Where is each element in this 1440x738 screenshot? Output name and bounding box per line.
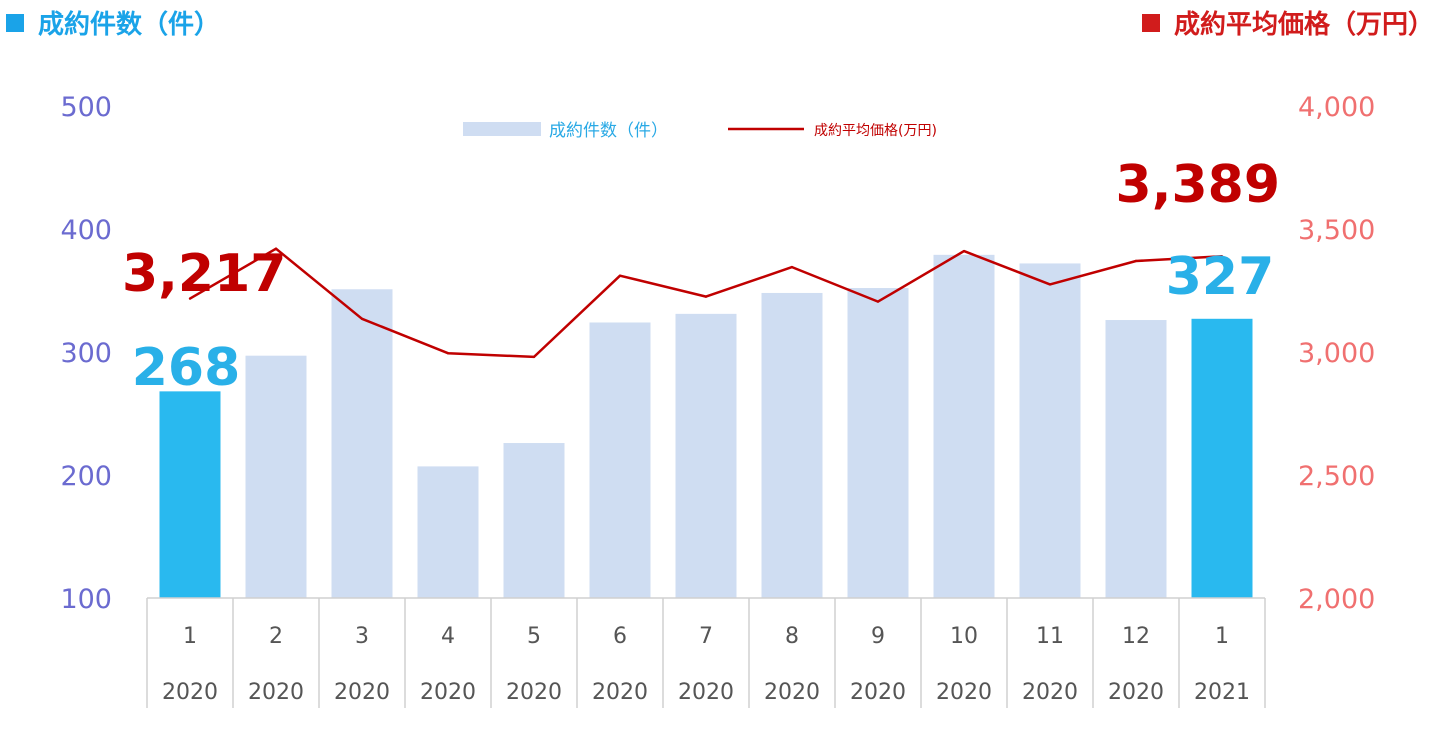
category-year-label: 2020 [506, 680, 562, 705]
category-month-label: 6 [613, 624, 627, 649]
right-axis-tick-label: 4,000 [1298, 92, 1375, 123]
legend-line-label: 成約平均価格(万円) [814, 123, 937, 139]
right-axis-tick-label: 3,500 [1298, 215, 1375, 246]
category-month-label: 12 [1122, 624, 1150, 649]
bar [933, 254, 995, 598]
left-axis-tick-label: 200 [60, 461, 112, 492]
category-year-label: 2020 [334, 680, 390, 705]
bar-series [159, 254, 1253, 598]
right-axis-header-label: 成約平均価格（万円） [1173, 10, 1434, 40]
category-year-label: 2020 [936, 680, 992, 705]
line-series [188, 247, 1224, 359]
category-month-label: 3 [355, 624, 369, 649]
category-month-label: 2 [269, 624, 283, 649]
line-point [188, 297, 192, 300]
category-year-label: 2020 [248, 680, 304, 705]
line-point [1048, 283, 1052, 286]
category-month-label: 4 [441, 624, 455, 649]
right-axis-tick-label: 3,000 [1298, 338, 1375, 369]
bar [503, 443, 565, 598]
bar [417, 466, 479, 598]
left-axis-header-label: 成約件数（件） [38, 10, 221, 40]
right-axis-header: 成約平均価格（万円） [1141, 4, 1434, 41]
line-point [962, 249, 966, 253]
category-year-label: 2020 [420, 680, 476, 705]
bar [1019, 263, 1081, 598]
legend-bar-swatch [463, 122, 541, 136]
bar [1191, 318, 1253, 598]
left-axis-tick-label: 100 [60, 584, 112, 615]
line-point [704, 295, 708, 298]
bar-callout-first: 268 [132, 338, 241, 398]
category-year-label: 2020 [592, 680, 648, 705]
left-axis-header: 成約件数（件） [6, 4, 220, 41]
bar [245, 355, 307, 598]
category-year-label: 2020 [162, 680, 218, 705]
category-month-label: 5 [527, 624, 541, 649]
legend: 成約件数（件） 成約平均価格(万円) [463, 121, 937, 141]
left-axis-tick-label: 500 [60, 92, 112, 123]
right-axis-tick-label: 2,000 [1298, 584, 1375, 615]
line-point [446, 352, 450, 355]
bar [1105, 320, 1167, 598]
category-month-label: 1 [183, 624, 197, 649]
category-month-label: 11 [1036, 624, 1064, 649]
line-point [1134, 259, 1138, 263]
bar [589, 322, 651, 598]
category-month-label: 10 [950, 624, 978, 649]
bar [761, 292, 823, 598]
bar-callout-last: 327 [1166, 247, 1275, 307]
line-point [532, 355, 536, 359]
line-point [360, 317, 364, 320]
category-year-label: 2021 [1194, 680, 1250, 705]
category-year-label: 2020 [850, 680, 906, 705]
line-callout-first: 3,217 [122, 244, 286, 304]
bar [675, 313, 737, 598]
callouts: 3,217 3,389 268 327 [122, 155, 1280, 398]
category-month-label: 1 [1215, 624, 1229, 649]
category-year-label: 2020 [678, 680, 734, 705]
line-series-square-icon [1141, 13, 1160, 32]
line-point [618, 274, 622, 277]
legend-bar-label: 成約件数（件） [549, 121, 668, 141]
line-point [790, 265, 794, 269]
category-month-label: 8 [785, 624, 799, 649]
bar [159, 391, 221, 598]
line-point [876, 300, 880, 303]
category-month-label: 9 [871, 624, 885, 649]
left-axis-tick-label: 400 [60, 215, 112, 246]
line-callout-last: 3,389 [1116, 155, 1280, 215]
line-point [1220, 255, 1224, 258]
right-axis: 4,000 3,500 3,000 2,500 2,000 [1298, 92, 1375, 615]
category-month-label: 7 [699, 624, 713, 649]
right-axis-tick-label: 2,500 [1298, 461, 1375, 492]
left-axis: 500 400 300 200 100 [60, 92, 112, 615]
bar [331, 289, 393, 598]
category-year-label: 2020 [764, 680, 820, 705]
category-year-label: 2020 [1022, 680, 1078, 705]
bar-series-square-icon [6, 13, 24, 32]
bar [847, 288, 909, 598]
left-axis-tick-label: 300 [60, 338, 112, 369]
category-year-label: 2020 [1108, 680, 1164, 705]
line-point [274, 247, 278, 250]
